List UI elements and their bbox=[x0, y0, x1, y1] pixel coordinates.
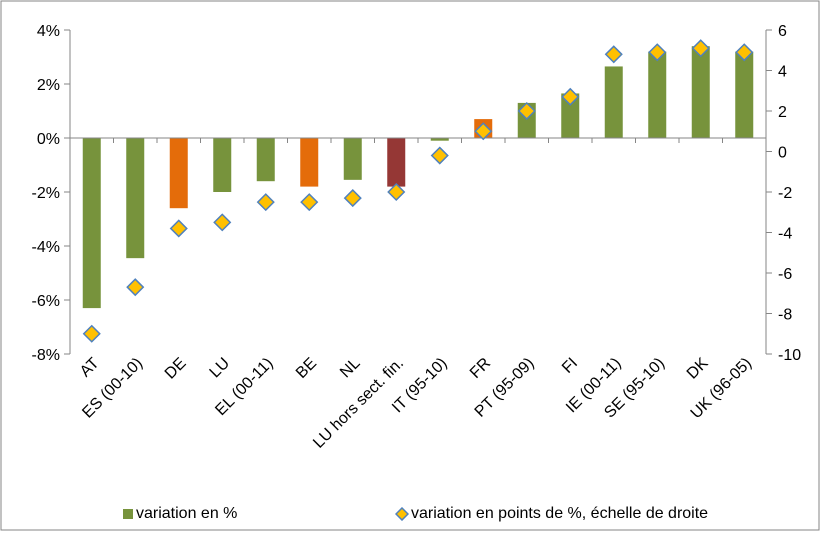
axes-layer bbox=[64, 29, 772, 355]
y-tick-label-right: -8 bbox=[778, 307, 792, 324]
legend-item-markers: variation en points de %, échelle de dro… bbox=[395, 505, 708, 523]
y-tick-label-left: -6% bbox=[32, 293, 60, 310]
data-marker bbox=[604, 45, 623, 64]
markers-layer bbox=[82, 39, 754, 343]
data-marker bbox=[430, 146, 449, 165]
data-marker bbox=[735, 43, 754, 62]
y-tick-label-right: -6 bbox=[778, 266, 792, 283]
data-marker bbox=[256, 193, 275, 212]
bar bbox=[213, 138, 232, 192]
data-marker bbox=[343, 189, 362, 208]
bar bbox=[256, 138, 275, 182]
bar bbox=[691, 46, 710, 139]
y-tick-label-right: 0 bbox=[778, 145, 787, 162]
y-tick-label-left: 2% bbox=[37, 77, 60, 94]
legend-swatch-bar bbox=[123, 509, 133, 519]
data-marker bbox=[648, 43, 667, 62]
data-marker bbox=[300, 193, 319, 212]
bar bbox=[735, 51, 754, 138]
bar bbox=[387, 138, 406, 187]
data-marker bbox=[82, 324, 101, 343]
bar bbox=[300, 138, 319, 187]
data-marker bbox=[169, 219, 188, 238]
y-tick-label-left: -8% bbox=[32, 347, 60, 364]
y-tick-label-right: -10 bbox=[778, 347, 801, 364]
data-marker bbox=[517, 101, 536, 121]
y-tick-label-left: 0% bbox=[37, 131, 60, 148]
y-tick-label-right: -4 bbox=[778, 226, 792, 243]
y-tick-label-left: -4% bbox=[32, 239, 60, 256]
y-tick-label-left: -2% bbox=[32, 185, 60, 202]
data-marker bbox=[387, 182, 406, 202]
bars-layer bbox=[82, 46, 754, 309]
bar bbox=[648, 51, 667, 138]
legend: variation en % variation en points de %,… bbox=[0, 505, 820, 527]
data-marker bbox=[126, 278, 145, 297]
bar bbox=[561, 93, 580, 138]
y-tick-label-right: 6 bbox=[778, 23, 787, 40]
bar bbox=[82, 138, 101, 309]
data-marker bbox=[561, 87, 580, 106]
legend-label-bars: variation en % bbox=[136, 505, 238, 522]
y-tick-label-left: 4% bbox=[37, 23, 60, 40]
y-tick-label-right: 4 bbox=[778, 64, 787, 81]
y-tick-label-right: 2 bbox=[778, 104, 787, 121]
legend-item-bars: variation en % bbox=[123, 505, 237, 523]
y-tick-label-right: -2 bbox=[778, 185, 792, 202]
data-marker bbox=[691, 39, 710, 58]
data-marker bbox=[213, 213, 232, 232]
bar bbox=[430, 138, 449, 141]
bar bbox=[604, 66, 623, 138]
bar bbox=[343, 138, 362, 180]
legend-label-markers: variation en points de %, échelle de dro… bbox=[411, 505, 709, 522]
bar bbox=[169, 138, 188, 209]
diamond-marker-icon bbox=[395, 507, 409, 521]
bar bbox=[126, 138, 145, 259]
data-marker bbox=[474, 122, 493, 141]
